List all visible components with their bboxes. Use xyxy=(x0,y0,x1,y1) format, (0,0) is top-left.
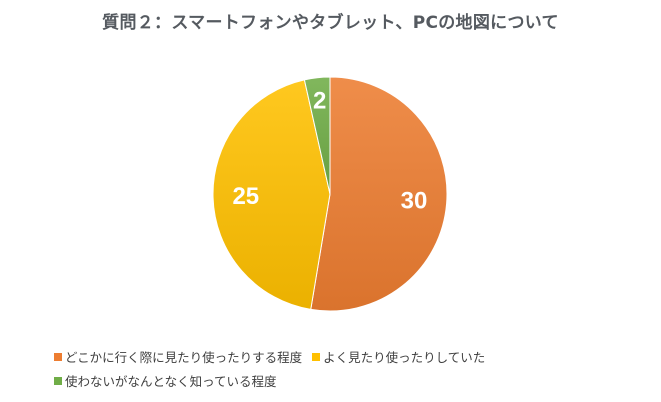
legend-item-0: どこかに行く際に見たり使ったりする程度 xyxy=(54,346,302,370)
legend-label-0: どこかに行く際に見たり使ったりする程度 xyxy=(65,350,303,365)
data-label-0: 30 xyxy=(401,187,428,214)
legend-label-2: 使わないがなんとなく知っている程度 xyxy=(65,374,277,389)
legend-row: 使わないがなんとなく知っている程度 xyxy=(54,370,654,394)
legend-swatch-0 xyxy=(54,353,62,361)
pie-data-labels: 30 25 2 xyxy=(232,87,427,214)
legend-swatch-1 xyxy=(312,353,321,361)
pie-slice-1 xyxy=(212,79,331,310)
data-label-2: 2 xyxy=(313,87,326,114)
pie-slice-0 xyxy=(310,76,448,312)
legend-item-1: よく見たり使ったりしていた xyxy=(312,346,485,370)
legend-item-2: 使わないがなんとなく知っている程度 xyxy=(54,370,277,394)
pie-slice-2 xyxy=(303,76,331,195)
data-label-1: 25 xyxy=(232,183,259,210)
legend-row: どこかに行く際に見たり使ったりする程度 よく見たり使ったりしていた xyxy=(54,346,654,370)
chart-title: 質問２：スマートフォンやタブレット、PCの地図について xyxy=(102,13,559,33)
legend-swatch-2 xyxy=(54,377,62,385)
pie-slices xyxy=(212,76,448,312)
chart-legend: どこかに行く際に見たり使ったりする程度 よく見たり使ったりしていた 使わないがな… xyxy=(54,346,654,394)
legend-label-1: よく見たり使ったりしていた xyxy=(323,350,486,365)
